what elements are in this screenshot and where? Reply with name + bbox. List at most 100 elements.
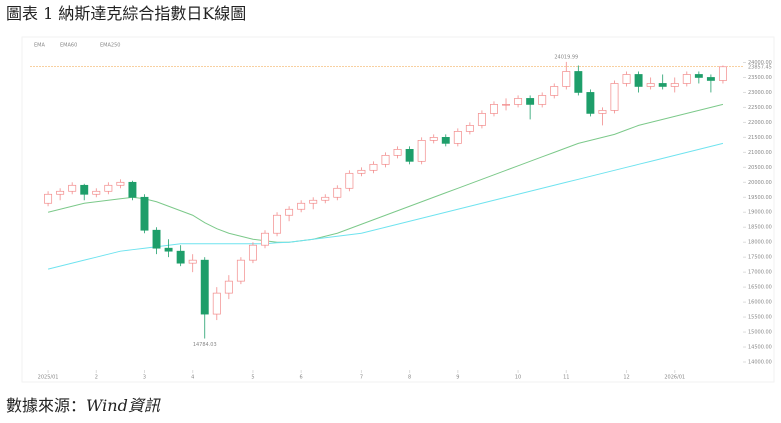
- candle-body: [477, 113, 486, 126]
- candle-body: [92, 190, 101, 195]
- candle-body: [212, 292, 221, 315]
- candle-body: [285, 208, 294, 216]
- x-tick-label: 8: [408, 375, 411, 381]
- candle-body: [164, 247, 173, 252]
- candle-body: [622, 74, 631, 84]
- y-tick-label: 24000.00: [748, 60, 772, 66]
- candle-body: [658, 83, 667, 87]
- candle-body: [682, 74, 691, 84]
- candle-body: [128, 181, 137, 198]
- candle-body: [116, 181, 125, 186]
- source: 數據來源：Wind資訊: [6, 396, 161, 415]
- source-label: 數據來源：: [6, 396, 86, 415]
- candle-body: [345, 172, 354, 189]
- candle-body: [369, 163, 378, 171]
- legend-title: EMA: [34, 43, 45, 49]
- candle-body: [224, 280, 233, 294]
- candle-body: [56, 190, 65, 195]
- x-tick-label: 10: [515, 375, 521, 381]
- annotation: 24019.99: [554, 54, 578, 60]
- candle-body: [706, 77, 715, 81]
- candle-body: [586, 92, 595, 114]
- ma-line: [47, 103, 724, 243]
- candle-body: [321, 196, 330, 201]
- candle-body: [465, 125, 474, 132]
- x-tick-label: 6: [300, 375, 303, 381]
- y-tick-label: 17500.00: [748, 255, 772, 261]
- candle-body: [429, 137, 438, 141]
- candle-body: [574, 71, 583, 93]
- chart-title: 圖表 1 納斯達克綜合指數日K線圖: [6, 4, 246, 23]
- x-tick-label: 7: [360, 375, 363, 381]
- candle-body: [694, 74, 703, 78]
- y-tick-label: 19000.00: [748, 210, 772, 216]
- candle-body: [273, 214, 282, 234]
- candle-body: [562, 71, 571, 87]
- y-tick-label: 14000.00: [748, 360, 772, 366]
- annotation: 14784.03: [193, 342, 217, 348]
- y-tick-label: 15500.00: [748, 315, 772, 321]
- y-tick-label: 21000.00: [748, 150, 772, 156]
- candle-body: [490, 104, 498, 114]
- source-name: Wind資訊: [86, 396, 161, 415]
- candle-body: [68, 184, 77, 192]
- candle-body: [80, 184, 89, 195]
- chart-frame: [21, 36, 775, 383]
- y-tick-label: 23000.00: [748, 90, 772, 96]
- x-tick-label: 4: [191, 375, 194, 381]
- x-tick-label: 11: [563, 375, 569, 381]
- legend-entry: EMA250: [100, 43, 120, 49]
- last-price-label: 23857.45: [748, 64, 772, 70]
- y-tick-label: 22500.00: [748, 105, 772, 111]
- y-tick-label: 14500.00: [748, 345, 772, 351]
- candle-body: [610, 83, 619, 111]
- candle-body: [514, 98, 523, 105]
- y-tick-label: 22000.00: [748, 120, 772, 126]
- candle-body: [357, 169, 366, 174]
- candle-body: [441, 137, 450, 144]
- y-tick-label: 16500.00: [748, 285, 772, 291]
- candle-body: [248, 244, 257, 261]
- candle-body: [176, 250, 185, 264]
- y-tick-label: 18500.00: [748, 225, 772, 231]
- candle-body: [526, 98, 535, 105]
- y-tick-label: 16000.00: [748, 300, 772, 306]
- candle-body: [502, 104, 510, 106]
- candle-body: [152, 229, 161, 249]
- y-tick-label: 19500.00: [748, 195, 772, 201]
- x-tick-label: 5: [251, 375, 254, 381]
- candle-body: [718, 66, 727, 81]
- y-tick-label: 21500.00: [748, 135, 772, 141]
- candle-body: [634, 74, 643, 87]
- candle-body: [405, 148, 414, 162]
- y-tick-label: 18000.00: [748, 240, 772, 246]
- candle-body: [393, 148, 402, 156]
- candle-body: [670, 83, 679, 87]
- x-tick-label: 12: [623, 375, 629, 381]
- candle-body: [417, 140, 426, 162]
- candle-body: [44, 193, 53, 204]
- candle-body: [333, 187, 342, 198]
- y-tick-label: 20000.00: [748, 180, 772, 186]
- x-tick-label: 2: [95, 375, 98, 381]
- candle-body: [309, 199, 318, 204]
- candle-body: [538, 95, 547, 105]
- candle-body: [188, 259, 197, 264]
- legend-entry: EMA60: [60, 43, 77, 49]
- x-tick-label: 2026/01: [664, 375, 685, 381]
- candle-body: [104, 184, 113, 192]
- y-tick-label: 20500.00: [748, 165, 772, 171]
- candle-body: [261, 232, 269, 246]
- candle-body: [236, 259, 245, 282]
- candle-body: [453, 131, 462, 144]
- candle-body: [550, 86, 559, 96]
- candle-body: [140, 196, 149, 231]
- candle-body: [598, 110, 607, 114]
- x-tick-label: 9: [456, 375, 459, 381]
- candle-body: [646, 83, 655, 87]
- x-tick-label: 3: [143, 375, 146, 381]
- y-tick-label: 15000.00: [748, 330, 772, 336]
- candle-body: [200, 259, 209, 315]
